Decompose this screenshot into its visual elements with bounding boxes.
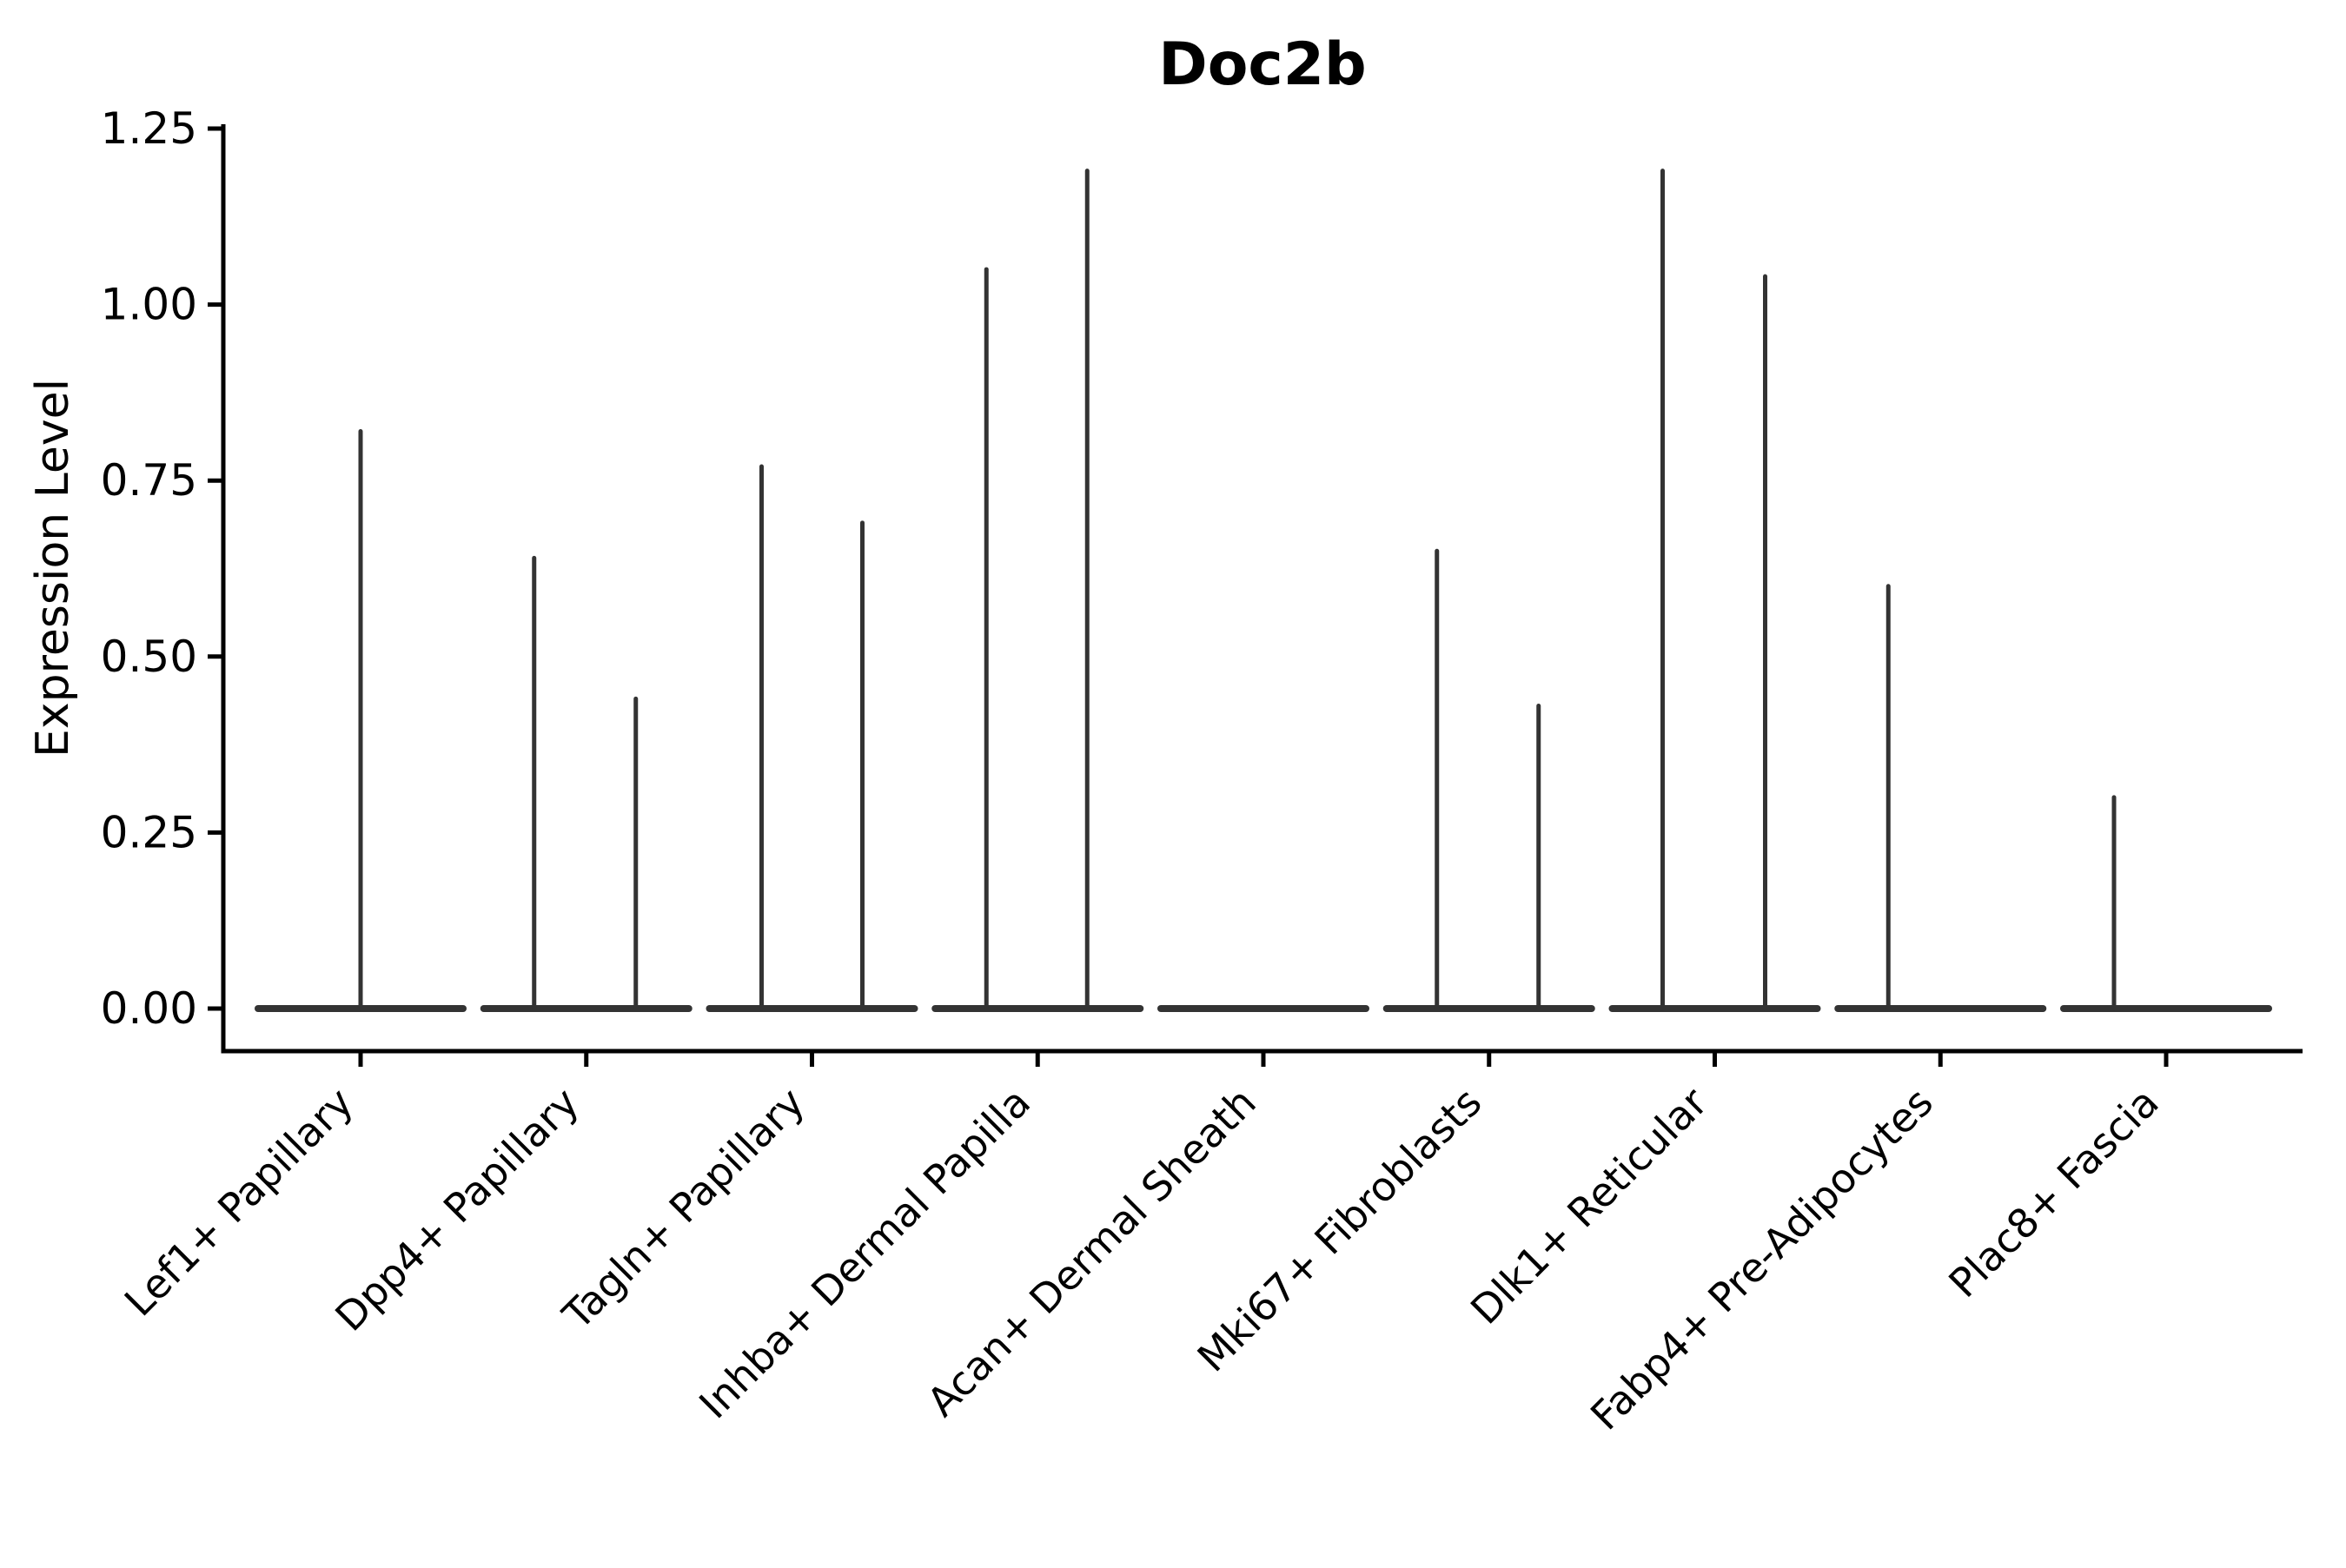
y-tick-label: 0.25: [101, 807, 197, 857]
x-tick-label: Tagln+ Papillary: [553, 1079, 814, 1340]
y-tick-label: 1.25: [101, 103, 197, 154]
y-axis-label: Expression Level: [27, 379, 79, 758]
violins-group: [255, 169, 2272, 1012]
y-tick-label: 1.00: [101, 280, 197, 330]
y-tick-label: 0.00: [101, 983, 197, 1034]
x-tick-label: Dlk1+ Reticular: [1461, 1079, 1716, 1333]
x-tick-label: Dpp4+ Papillary: [326, 1079, 587, 1340]
x-tick-label: Plac8+ Fascia: [1939, 1079, 2167, 1307]
y-tick-label: 0.50: [101, 632, 197, 682]
x-tick-label: Lef1+ Papillary: [116, 1079, 362, 1326]
chart-title: Doc2b: [1158, 30, 1366, 99]
axis-spines: [221, 124, 2303, 1054]
y-tick-label: 0.75: [101, 455, 197, 506]
